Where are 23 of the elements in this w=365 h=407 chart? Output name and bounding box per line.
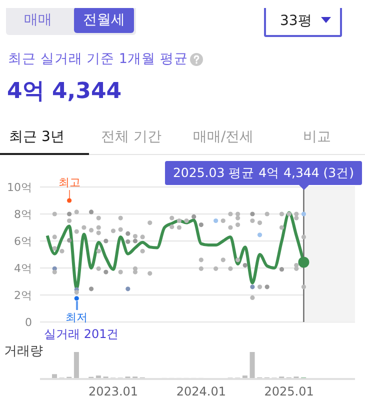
annotation: 최고: [57, 174, 82, 190]
text: 매매: [23, 11, 53, 29]
text: 2025.03 평균 4억 4,344 (3건): [164, 161, 362, 185]
x-tick-label: 2024.01: [176, 384, 226, 399]
text: 비교: [303, 128, 331, 146]
text: 매매/전세: [193, 128, 254, 146]
text: 전월세: [74, 7, 134, 33]
chart-title: 최근 실거래 기준 1개월 평균: [8, 50, 188, 68]
y-tick-label: 2억: [14, 288, 32, 302]
chart-subtitle: 4억 4,344: [7, 78, 122, 106]
text: 33평: [280, 12, 312, 30]
y-tick-label: 6억: [14, 234, 32, 248]
y-tick-label: 10억: [7, 180, 32, 194]
y-tick-label: 8억: [14, 208, 32, 221]
text: 최근 3년: [9, 128, 64, 146]
x-tick-label: 2025.01: [264, 384, 314, 399]
text: 전체 기간: [101, 128, 162, 146]
y-tick-label: 0: [25, 316, 32, 329]
y-axis-title: 거래량: [4, 343, 43, 360]
text: 실거래 201건: [44, 326, 119, 343]
x-tick-label: 2023.01: [88, 384, 138, 399]
annotation: 최저: [64, 310, 89, 326]
y-tick-label: 4억: [14, 262, 32, 275]
